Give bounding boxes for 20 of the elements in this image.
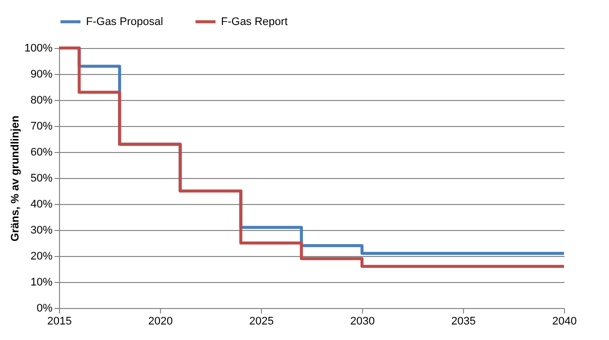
y-tick-label: 80% [30, 94, 53, 106]
y-tick-label: 90% [30, 68, 53, 80]
x-tick-label: 2025 [249, 316, 274, 328]
x-tick-label: 2040 [552, 316, 577, 328]
y-tick-label: 100% [24, 42, 53, 54]
y-tick-label: 30% [30, 224, 53, 236]
y-tick-label: 40% [30, 198, 53, 210]
y-axis-title: Gräns, % av grundlinjen [9, 115, 22, 242]
x-tick-label: 2015 [47, 316, 72, 328]
y-tick-label: 20% [30, 250, 53, 262]
y-tick-label: 0% [36, 302, 53, 314]
y-tick-label: 10% [30, 276, 53, 288]
legend-label: F-Gas Report [221, 16, 288, 28]
x-tick-label: 2035 [451, 316, 476, 328]
legend-label: F-Gas Proposal [86, 16, 164, 28]
y-tick-label: 50% [30, 172, 53, 184]
x-tick-label: 2030 [350, 316, 375, 328]
y-tick-label: 70% [30, 120, 53, 132]
x-tick-label: 2020 [148, 316, 173, 328]
y-tick-label: 60% [30, 146, 53, 158]
